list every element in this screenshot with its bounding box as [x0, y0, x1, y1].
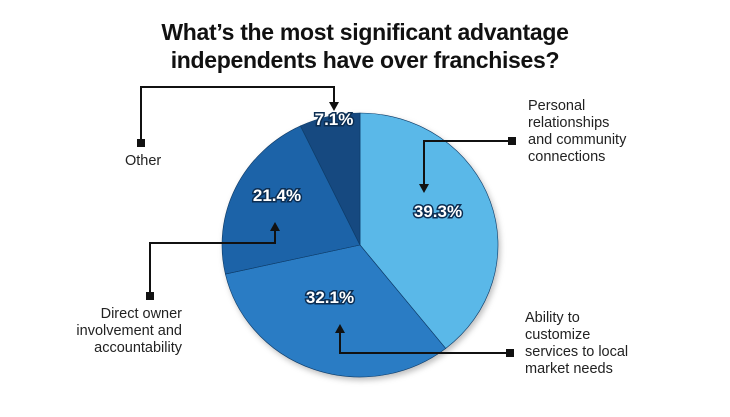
- pie-slices: [221, 112, 499, 378]
- pie-slice-direct-owner: [221, 125, 361, 275]
- category-label-other: Other: [125, 153, 161, 169]
- leader-arrowhead: [270, 222, 280, 231]
- leader-square-marker: [146, 292, 154, 300]
- leader-square-marker: [137, 139, 145, 147]
- leader-line-customize-services: [339, 329, 510, 354]
- pie-slice-personal-relationships: [359, 112, 499, 349]
- pie-slice-customize-services: [225, 244, 447, 378]
- leader-lines: [137, 86, 516, 357]
- value-label-customize-services: 32.1%: [306, 288, 354, 307]
- category-label-personal-relationships: Personal relationships and community connec…: [528, 98, 627, 165]
- category-label-customize-services: Ability to customize services to local mark…: [525, 310, 628, 377]
- value-label-direct-owner: 21.4%: [253, 186, 301, 205]
- leader-square-marker: [506, 349, 514, 357]
- leader-line-personal-relationships: [423, 140, 512, 188]
- title-line-2: independents have over franchises?: [170, 47, 560, 73]
- slice-labels: 39.3% 32.1% 21.4% 7.1% Personal relationships…: [76, 98, 628, 377]
- pie-slice-other: [299, 112, 361, 246]
- leader-line-direct-owner: [149, 227, 276, 296]
- value-label-personal-relationships: 39.3%: [414, 202, 462, 221]
- leader-line-other: [140, 86, 335, 143]
- title-line-1: What’s the most significant advantage: [161, 19, 569, 45]
- leader-arrowhead: [335, 324, 345, 333]
- leader-square-marker: [508, 137, 516, 145]
- value-label-other: 7.1%: [315, 110, 354, 129]
- chart-title: What’s the most significant advantage in…: [0, 18, 730, 74]
- category-label-direct-owner: Direct owner involvement and accountabilit…: [76, 306, 182, 356]
- leader-arrowhead: [419, 184, 429, 193]
- leader-arrowhead: [329, 102, 339, 111]
